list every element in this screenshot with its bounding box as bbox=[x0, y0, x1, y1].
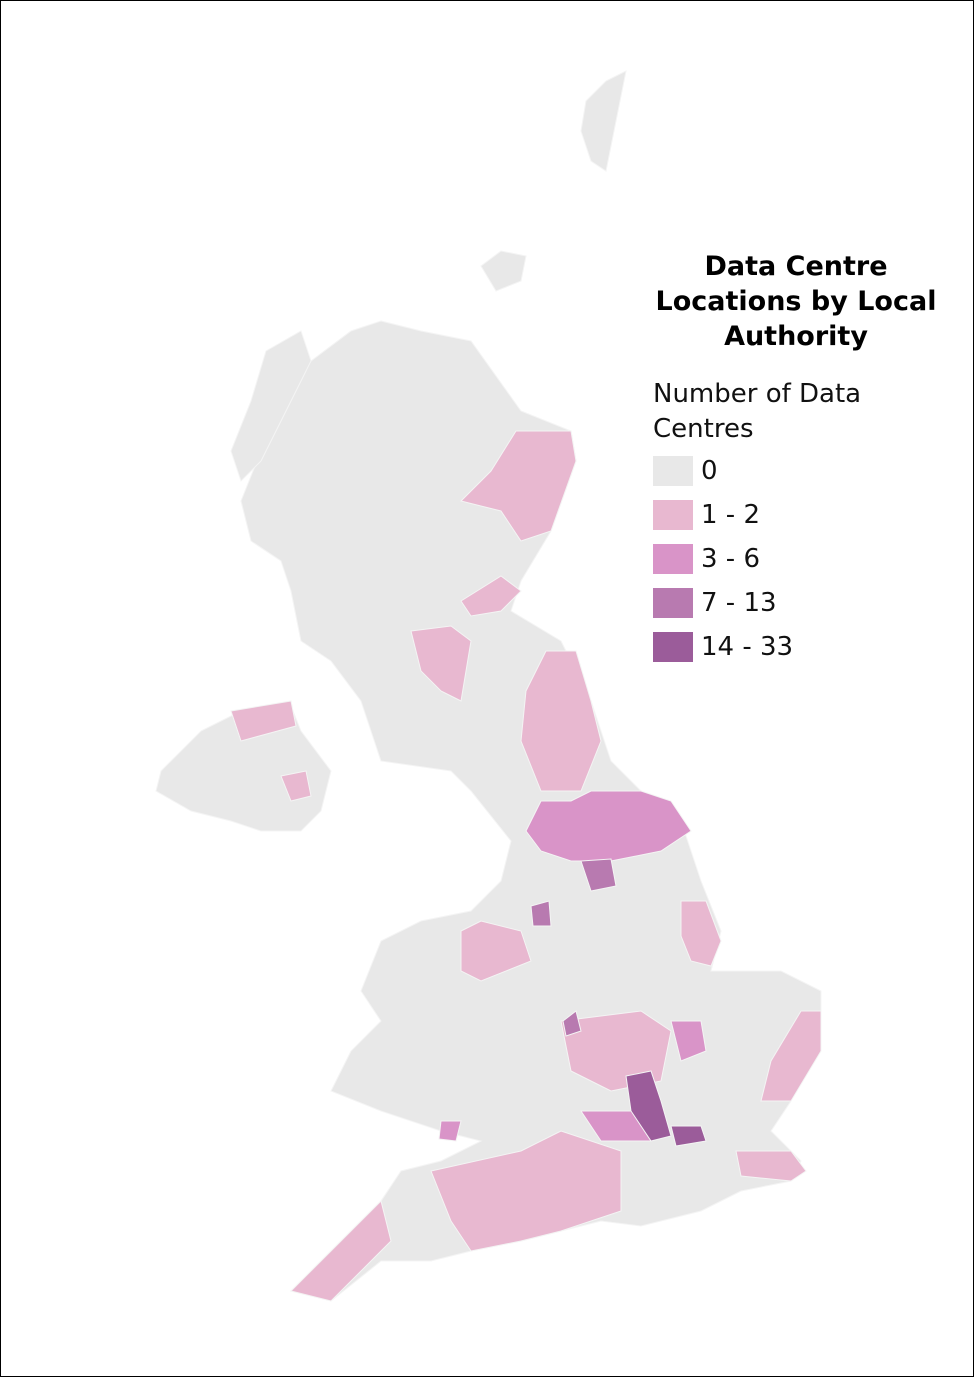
london bbox=[670, 1125, 707, 1147]
glamorgan bbox=[438, 1120, 462, 1142]
legend-label: 7 - 13 bbox=[701, 588, 777, 618]
legend-swatch bbox=[653, 456, 693, 486]
aberdeenshire bbox=[460, 430, 577, 542]
somerset-dorset bbox=[430, 1130, 622, 1252]
outer-hebrides bbox=[230, 330, 312, 482]
cheshire bbox=[460, 920, 532, 982]
lanarkshire bbox=[410, 625, 472, 702]
antrim bbox=[230, 700, 297, 742]
legend-label: 3 - 6 bbox=[701, 544, 760, 574]
fife bbox=[460, 575, 522, 617]
norfolk-suffolk bbox=[760, 1010, 822, 1102]
legend-swatch bbox=[653, 632, 693, 662]
thames-valley bbox=[625, 1070, 672, 1142]
manchester bbox=[530, 900, 552, 927]
cornwall-devon bbox=[290, 1200, 392, 1302]
map-title: Data Centre Locations by Local Authority bbox=[655, 251, 937, 352]
northumberland bbox=[520, 650, 602, 792]
legend-label: 0 bbox=[701, 456, 718, 486]
north-yorkshire bbox=[525, 790, 692, 862]
cambridgeshire bbox=[670, 1020, 707, 1062]
belfast-area bbox=[280, 770, 312, 802]
legend-label: 1 - 2 bbox=[701, 500, 760, 530]
legend-title: Number of Data Centres bbox=[653, 379, 862, 444]
midlands bbox=[560, 1010, 672, 1092]
orkney bbox=[480, 250, 527, 292]
legend-label: 14 - 33 bbox=[701, 632, 794, 662]
legend-swatch bbox=[653, 500, 693, 530]
shetland bbox=[580, 70, 627, 172]
birmingham bbox=[562, 1010, 582, 1037]
great-britain bbox=[240, 320, 822, 1302]
legend-swatch bbox=[653, 544, 693, 574]
leeds bbox=[580, 858, 617, 892]
lincolnshire bbox=[680, 900, 722, 967]
kent bbox=[735, 1150, 807, 1182]
legend-swatch bbox=[653, 588, 693, 618]
